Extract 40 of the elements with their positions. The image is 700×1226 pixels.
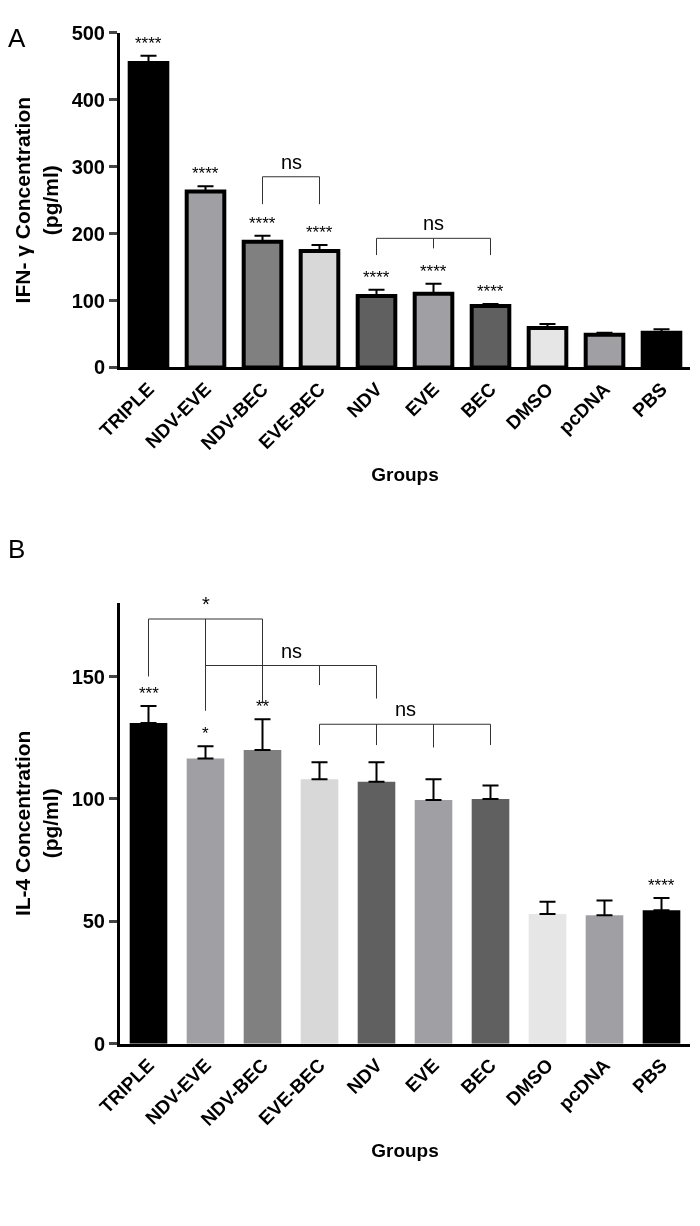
y-tick-label: 100 [71,289,105,312]
bar [243,749,282,1044]
annotation: **** [192,164,219,183]
annotation: *** [139,684,160,703]
annotation: **** [363,268,390,287]
annotation: ns [423,212,445,234]
annotation: * [202,593,210,615]
annotation: ns [395,698,417,720]
annotation: **** [477,282,504,301]
y-tick-label: 400 [71,88,105,111]
y-tick-label: 50 [82,910,105,933]
annotation: **** [420,262,447,281]
y-axis-title: IL-4 Concentration (pg/ml) [11,730,62,917]
chart-title: A [8,23,26,53]
y-tick-label: 100 [71,787,105,810]
y-tick-label: 200 [71,222,105,245]
annotation: **** [648,876,675,895]
bar [357,781,396,1044]
bar [471,798,510,1044]
annotation: **** [135,34,162,53]
x-axis-title: Groups [371,463,439,485]
x-axis-title: Groups [371,1139,439,1161]
chart-title: B [8,534,26,564]
bar [414,800,453,1044]
y-axis-title: IFN- γ Concentration (pg/ml) [11,96,62,304]
y-tick-label: 300 [71,155,105,178]
annotation: ** [256,697,270,716]
annotation: * [202,724,209,743]
bar [300,779,339,1044]
bar [186,758,225,1044]
y-tick-label: 0 [93,1032,105,1055]
bar [528,913,567,1044]
y-tick-label: 150 [71,665,105,688]
bar [585,915,624,1044]
annotation: ns [281,640,303,662]
annotation: **** [306,223,333,242]
y-tick-label: 500 [71,21,105,44]
y-tick-label: 0 [93,356,105,379]
annotation: **** [249,214,276,233]
annotation: ns [281,151,303,173]
